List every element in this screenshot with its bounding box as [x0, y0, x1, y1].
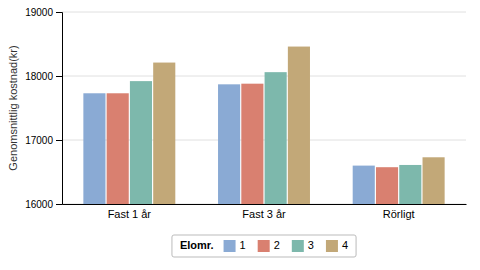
bars [83, 47, 444, 204]
legend-label: 4 [342, 239, 348, 251]
legend-label: 3 [308, 239, 314, 251]
tick-label: Rörligt [383, 208, 415, 220]
tick-label: 19000 [25, 7, 53, 18]
tick: Rörligt [383, 204, 415, 220]
legend: Elomr. 1 2 3 4 [172, 235, 356, 257]
bar [288, 47, 310, 204]
bar [153, 63, 175, 204]
legend-label: 2 [274, 239, 280, 251]
tick-mark [56, 12, 62, 13]
grid-line [62, 12, 466, 13]
tick: 17000 [25, 135, 62, 146]
legend-item: 4 [326, 239, 348, 252]
tick-mark [56, 140, 62, 141]
tick: Fast 3 år [242, 204, 286, 220]
tick: 18000 [25, 71, 62, 82]
tick-label: Fast 1 år [108, 208, 152, 220]
legend-swatch [258, 240, 270, 252]
axis-line [56, 13, 63, 205]
tick-mark [56, 204, 62, 205]
tick-label: 17000 [25, 135, 53, 146]
tick-label: 18000 [25, 71, 53, 82]
bar [399, 165, 421, 204]
legend-label: 1 [240, 239, 246, 251]
bar [423, 157, 445, 204]
tick: 16000 [25, 199, 62, 210]
legend-item: 1 [224, 239, 246, 252]
series [83, 84, 374, 204]
bar [265, 72, 287, 204]
legend-swatch [326, 240, 338, 252]
tick-label: 16000 [25, 199, 53, 210]
chart: 16000 17000 18000 19000 Fast 1 år Fast 3 år Rö… [0, 0, 480, 270]
bar [218, 84, 240, 204]
legend-swatch [292, 240, 304, 252]
tick: Fast 1 år [108, 204, 152, 220]
legend-frame [172, 235, 356, 257]
bar [83, 93, 105, 204]
x-axis: Fast 1 år Fast 3 år Rörligt [63, 204, 467, 220]
bar [107, 93, 129, 204]
bar [353, 166, 375, 204]
legend-swatch [224, 240, 236, 252]
plot: 16000 17000 18000 19000 Fast 1 år Fast 3 år Rö… [25, 7, 466, 270]
y-axis-title: Genomsnittlig kostnad(kr) [7, 45, 19, 170]
tick-mark [56, 76, 62, 77]
tick-label: Fast 3 år [242, 208, 286, 220]
legend-item: 3 [292, 239, 314, 252]
bar [130, 81, 152, 204]
legend-title: Elomr. [180, 239, 214, 251]
bar [376, 167, 398, 204]
legend-item: 2 [258, 239, 280, 252]
grid-line [62, 76, 466, 77]
y-axis: 16000 17000 18000 19000 [25, 7, 62, 210]
bar [241, 84, 263, 204]
tick: 19000 [25, 7, 62, 18]
axis-line [63, 204, 467, 205]
series [153, 47, 444, 204]
